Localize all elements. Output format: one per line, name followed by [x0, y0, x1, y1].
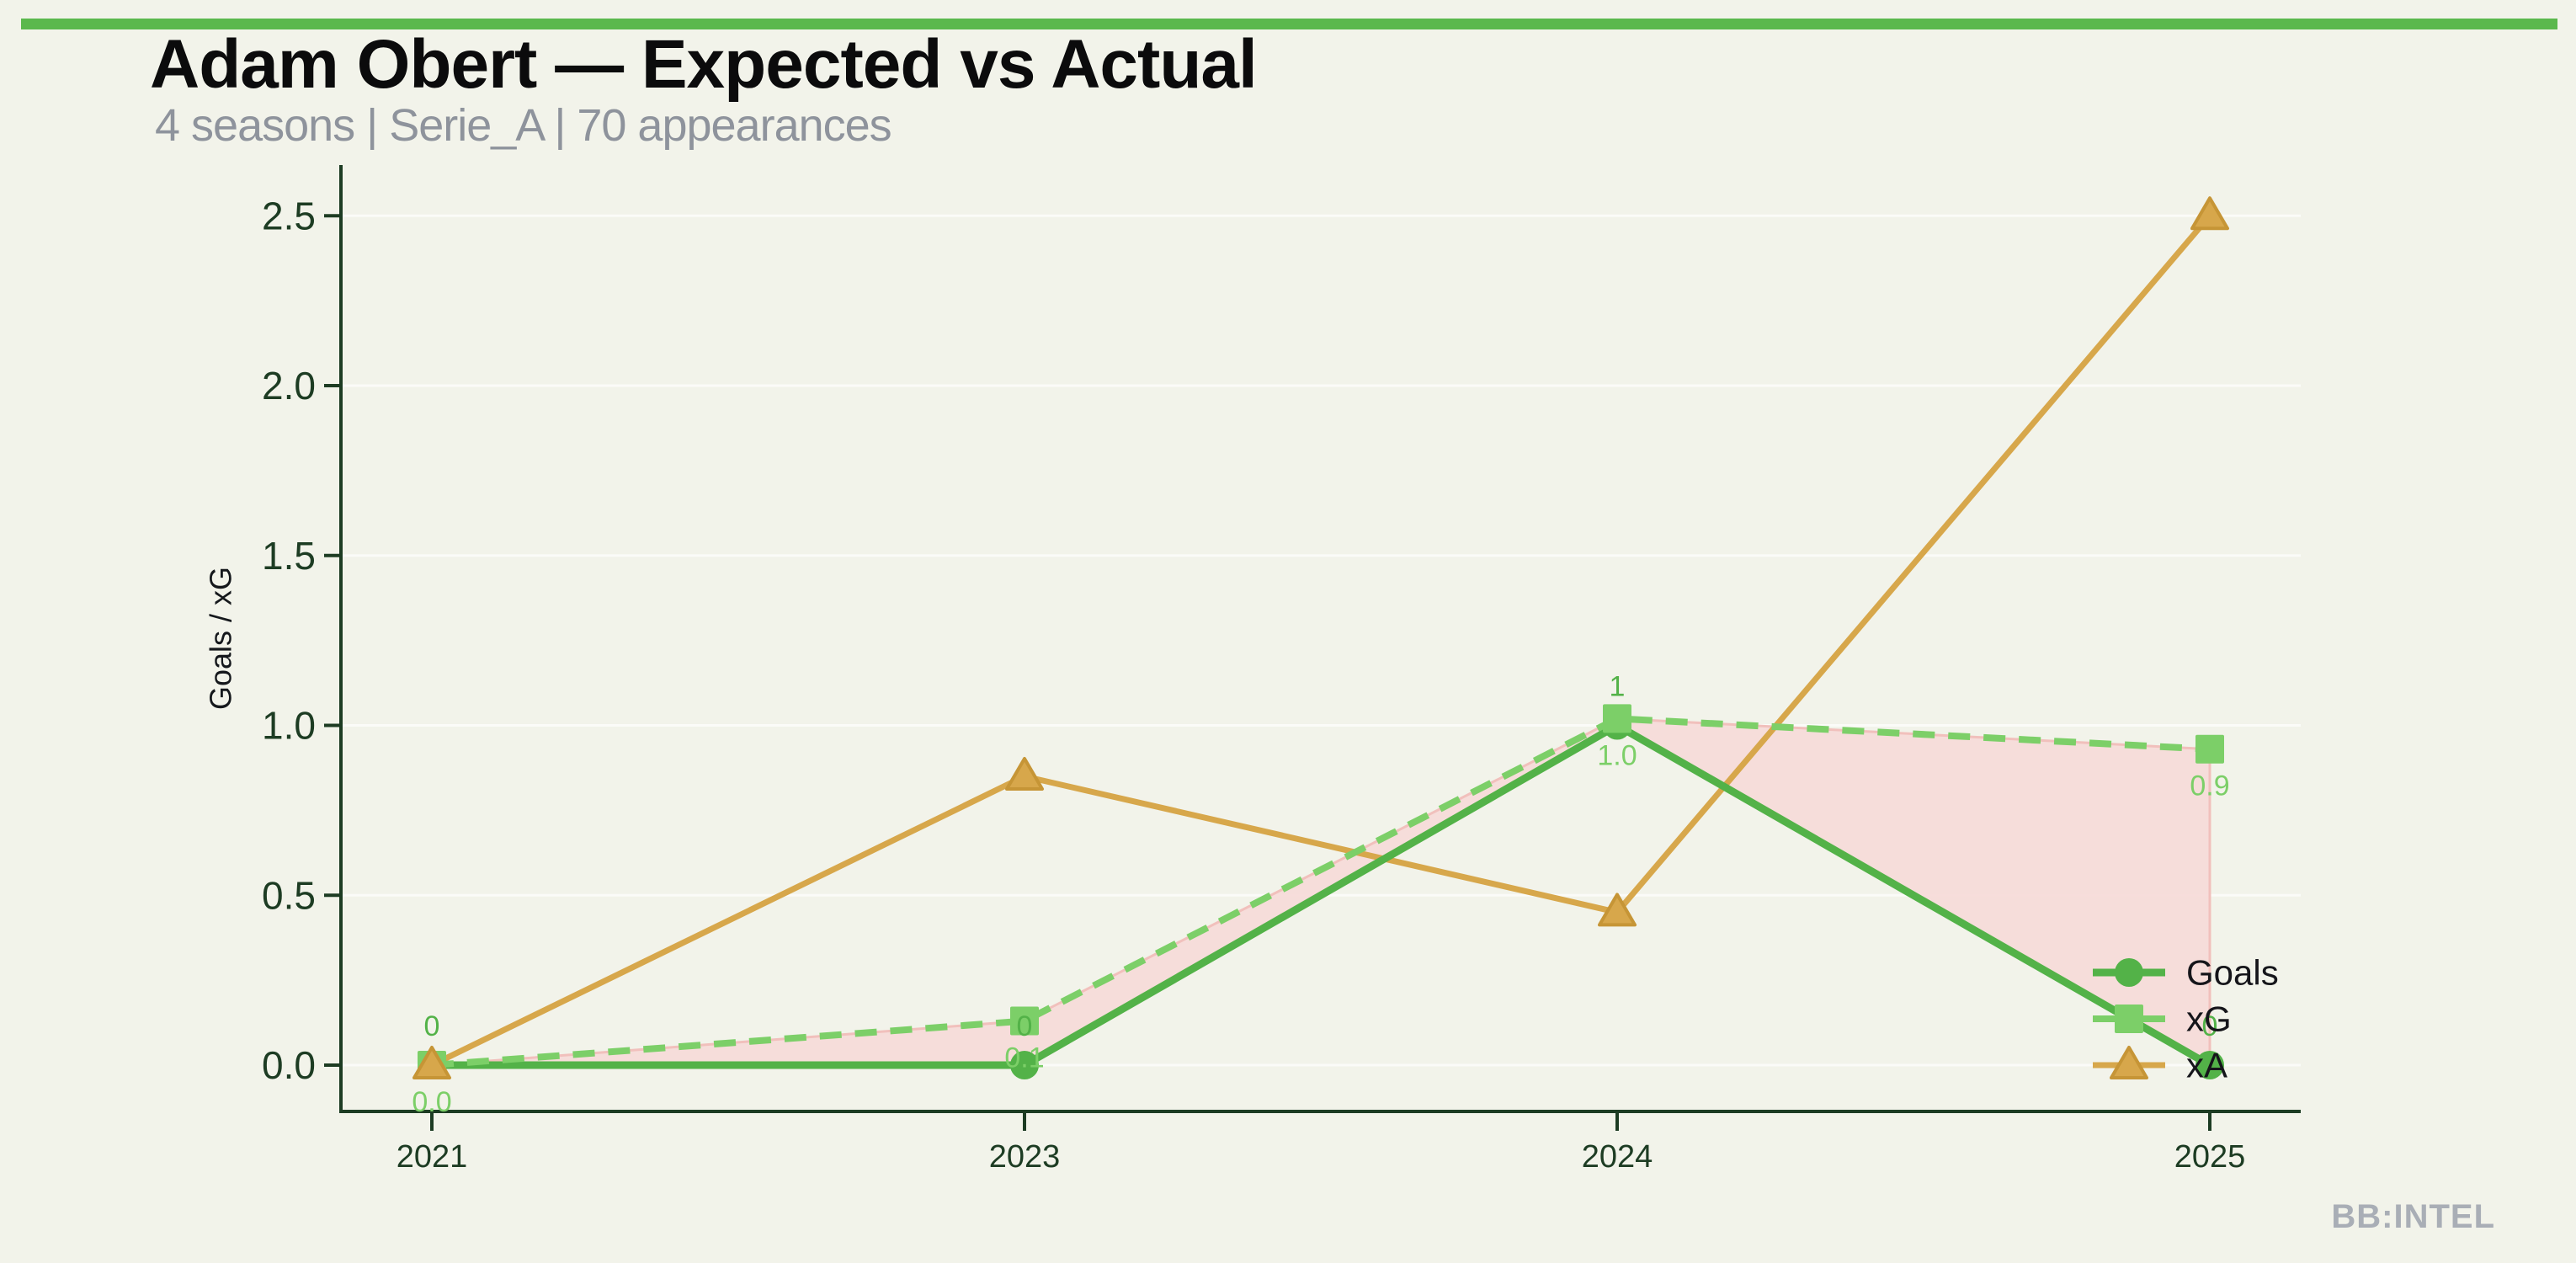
y-tick-label: 0.0 — [262, 1043, 316, 1087]
marker-goals — [1010, 1051, 1039, 1079]
marker-xa — [1005, 757, 1044, 791]
y-tick-label: 1.0 — [262, 704, 316, 748]
legend-marker-xg — [2115, 1005, 2143, 1033]
page-title: Adam Obert — Expected vs Actual — [150, 26, 1258, 103]
marker-xg — [1603, 704, 1631, 733]
point-label-goals: 1 — [1610, 671, 1626, 703]
page-subtitle: 4 seasons | Serie_A | 70 appearances — [155, 100, 892, 151]
x-tick-label: 2025 — [2174, 1139, 2246, 1175]
point-label-xg: 1.0 — [1597, 739, 1637, 771]
y-tick-label: 2.5 — [262, 194, 316, 237]
series-line-goals — [432, 722, 2212, 1069]
legend-marker-xa — [2110, 1046, 2148, 1079]
accent-bar — [21, 19, 2557, 29]
x-tick-label: 2024 — [1582, 1139, 1653, 1175]
legend-label-xa: xA — [2186, 1046, 2227, 1085]
y-tick-label: 2.0 — [262, 364, 316, 408]
y-tick-label: 1.5 — [262, 534, 316, 578]
point-label-xg: 0.1 — [1004, 1042, 1044, 1074]
y-tick-label: 0.5 — [262, 873, 316, 917]
point-label-goals: 0 — [2202, 1010, 2218, 1042]
marker-xg — [2195, 734, 2224, 764]
point-label-goals: 0 — [424, 1010, 440, 1042]
x-tick-label: 2021 — [397, 1139, 468, 1175]
marker-goals — [2195, 1051, 2224, 1079]
series-line-xa — [430, 213, 2212, 1068]
point-label-goals: 0 — [1017, 1010, 1033, 1042]
marker-xa — [2190, 196, 2229, 231]
y-axis-title: Goals / xG — [204, 567, 238, 710]
point-label-xg: 0.0 — [412, 1086, 451, 1118]
series-line-xg — [431, 715, 2211, 1068]
watermark: BB:INTEL — [2331, 1198, 2495, 1235]
x-tick-label: 2023 — [989, 1139, 1061, 1175]
point-label-xg: 0.9 — [2190, 770, 2229, 802]
marker-xa — [1598, 893, 1637, 927]
legend-label-xg: xG — [2186, 999, 2232, 1039]
marker-xa — [412, 1046, 451, 1079]
legend-marker-goals — [2115, 958, 2143, 987]
legend-label-goals: Goals — [2186, 953, 2279, 993]
marker-xg — [1010, 1006, 1039, 1036]
